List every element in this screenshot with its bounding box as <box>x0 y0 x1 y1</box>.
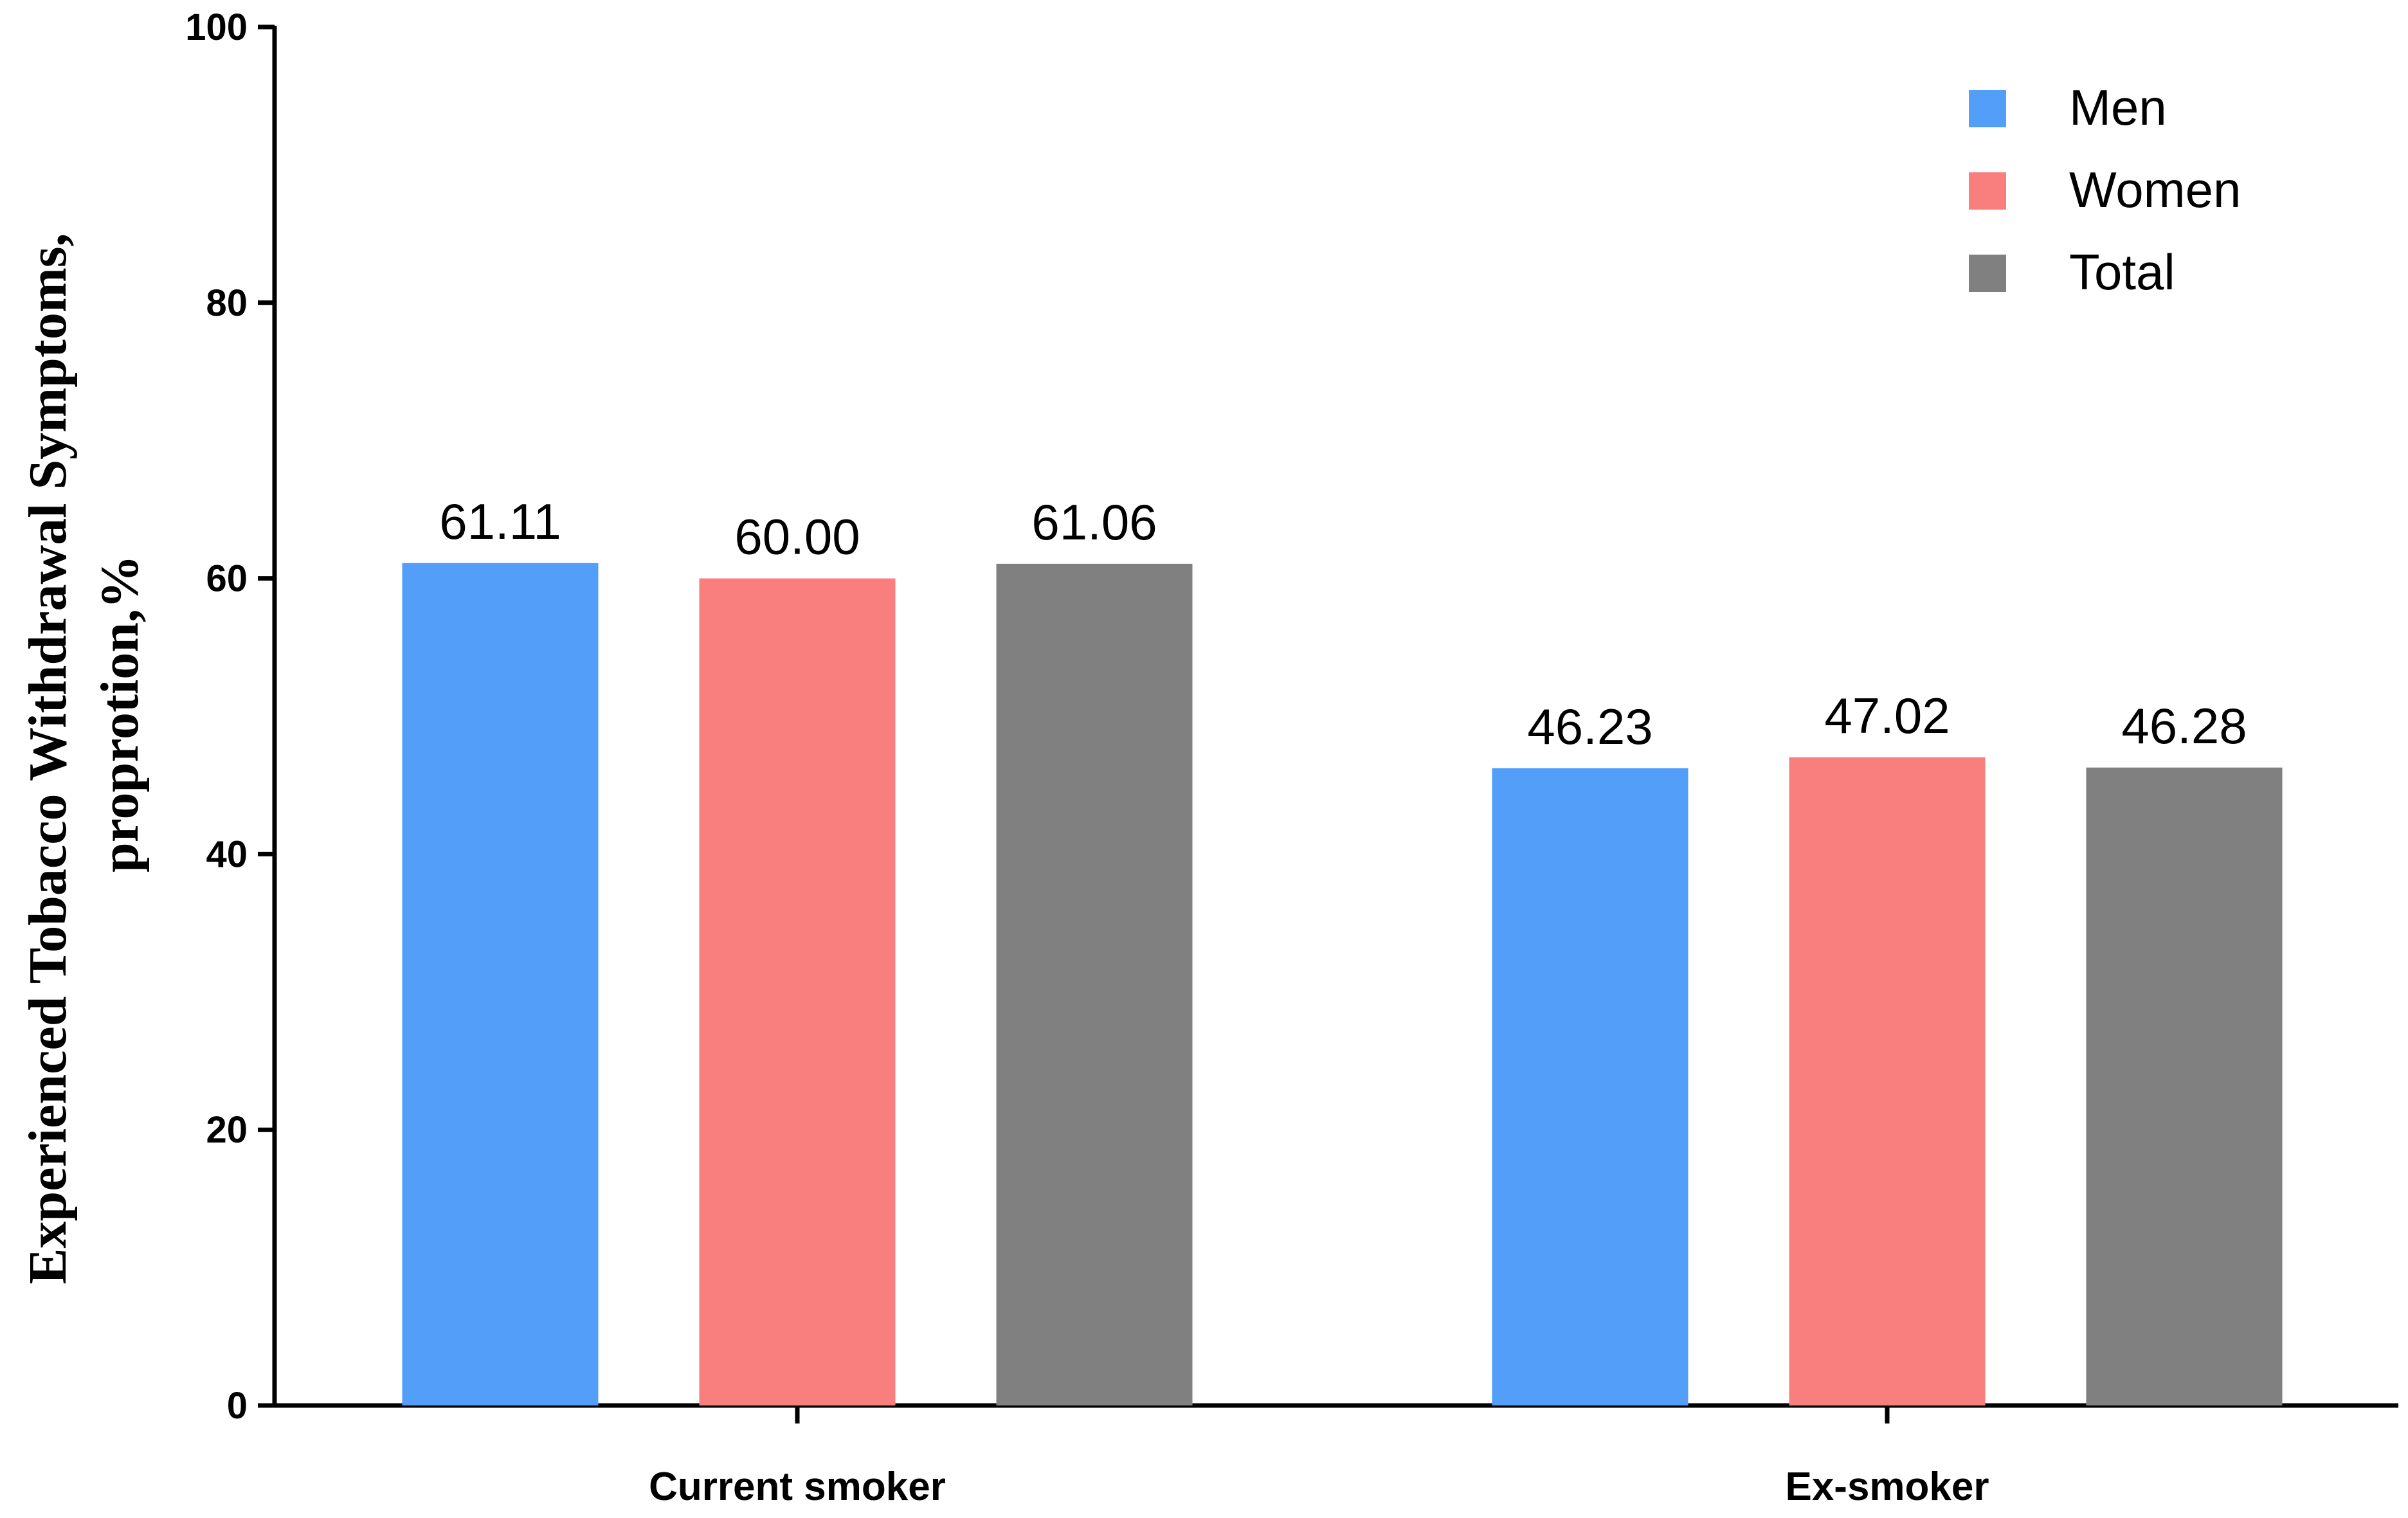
x-tick-label: Current smoker <box>649 1465 946 1509</box>
y-axis-title: Experienced Tobacco Withdrawal Symptoms,… <box>18 233 150 1284</box>
bars <box>402 563 2283 1406</box>
data-label: 46.23 <box>1527 698 1652 755</box>
value-labels: 61.11 60.00 61.06 46.23 47.02 46.28 <box>439 493 2247 755</box>
legend: Men Women Total <box>1969 79 2241 300</box>
y-tick-label: 60 <box>206 558 248 600</box>
legend-swatch-total <box>1969 255 2006 292</box>
data-label: 60.00 <box>734 509 860 565</box>
legend-label-total: Total <box>2069 244 2175 300</box>
y-tick-label: 100 <box>185 6 248 48</box>
data-label: 61.06 <box>1031 494 1157 550</box>
bar-men <box>1492 768 1688 1405</box>
bar-total <box>996 563 1193 1406</box>
bar-total <box>2086 767 2283 1405</box>
y-tick-label: 40 <box>206 833 248 875</box>
axes: 0 20 40 60 80 100 Current smoker Ex-smoker <box>185 6 2398 1509</box>
bar-women <box>699 578 896 1405</box>
y-axis-title-line-1: Experienced Tobacco Withdrawal Symptoms, <box>18 233 78 1284</box>
y-tick-label: 0 <box>227 1385 248 1427</box>
y-tick-label: 20 <box>206 1109 248 1151</box>
legend-label-men: Men <box>2069 79 2167 136</box>
data-label: 61.11 <box>439 493 561 550</box>
x-tick-label: Ex-smoker <box>1785 1465 1989 1509</box>
bar-women <box>1789 757 1986 1405</box>
legend-swatch-women <box>1969 172 2006 210</box>
legend-label-women: Women <box>2069 161 2241 218</box>
y-axis-title-line-2: proprotion,% <box>90 555 150 872</box>
y-tick-label: 80 <box>206 282 248 324</box>
data-label: 47.02 <box>1824 687 1950 744</box>
bar-men <box>402 563 599 1406</box>
data-label: 46.28 <box>2121 698 2247 754</box>
legend-swatch-men <box>1969 90 2006 127</box>
